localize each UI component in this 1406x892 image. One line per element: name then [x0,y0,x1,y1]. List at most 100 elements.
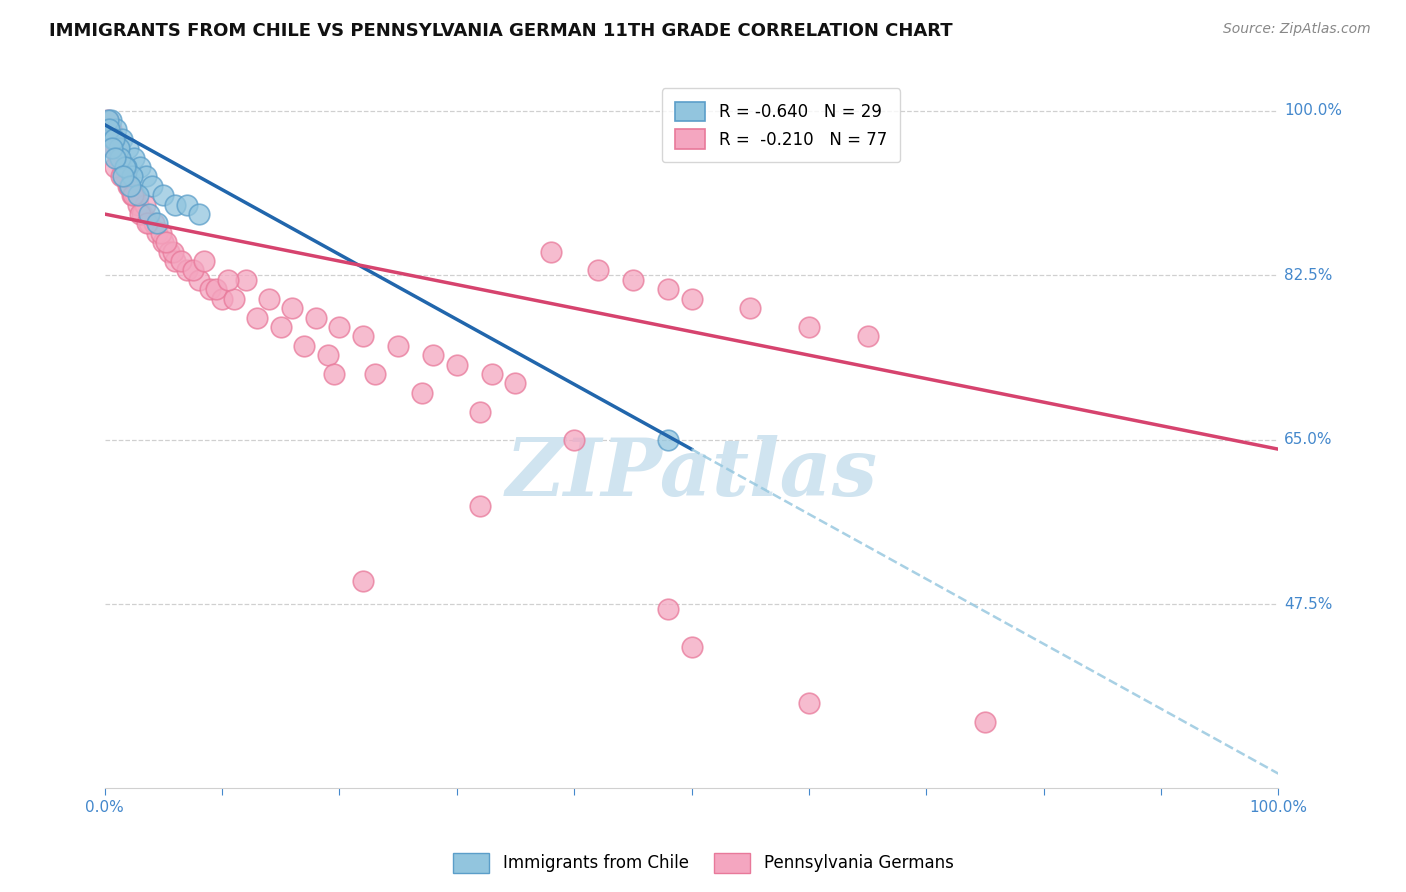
Point [257,292,280,306]
Point [155,235,177,250]
Point [101,141,124,155]
Text: 65.0%: 65.0% [1284,433,1333,447]
Point [540,244,562,259]
Point [305,310,328,325]
Point [470,499,492,513]
Point [281,301,304,315]
Point [797,696,820,710]
Point [157,244,180,259]
Point [107,151,129,165]
Point [411,385,433,400]
Point [121,188,143,202]
Point [107,141,129,155]
Point [98,122,121,136]
Point [181,263,204,277]
Point [97,113,120,128]
Legend: R = -0.640   N = 29, R =  -0.210   N = 77: R = -0.640 N = 29, R = -0.210 N = 77 [662,88,900,162]
Point [105,141,128,155]
Point [121,188,143,202]
Point [657,433,679,447]
Point [681,292,703,306]
Point [270,319,292,334]
Point [117,141,139,155]
Point [100,122,122,136]
Point [162,244,184,259]
Point [170,254,193,268]
Point [128,160,150,174]
Point [127,188,149,202]
Point [322,367,344,381]
Point [122,151,145,165]
Point [138,217,160,231]
Point [111,132,134,146]
Text: Source: ZipAtlas.com: Source: ZipAtlas.com [1223,22,1371,37]
Point [150,226,173,240]
Point [621,273,644,287]
Point [98,132,121,146]
Point [120,178,142,193]
Point [657,602,679,616]
Point [187,207,209,221]
Point [127,197,149,211]
Point [101,132,124,146]
Point [105,122,128,136]
Point [138,207,160,221]
Text: ZIPatlas: ZIPatlas [505,434,877,512]
Text: 82.5%: 82.5% [1284,268,1333,283]
Point [974,714,997,729]
Point [134,197,156,211]
Point [363,367,385,381]
Point [217,273,239,287]
Point [176,197,198,211]
Point [143,217,166,231]
Point [141,178,163,193]
Point [112,169,135,184]
Point [422,348,444,362]
Point [97,113,120,128]
Text: IMMIGRANTS FROM CHILE VS PENNSYLVANIA GERMAN 11TH GRADE CORRELATION CHART: IMMIGRANTS FROM CHILE VS PENNSYLVANIA GE… [49,22,953,40]
Point [470,404,492,418]
Point [505,376,527,391]
Point [100,141,122,155]
Point [193,254,215,268]
Point [200,282,222,296]
Point [316,348,339,362]
Text: 100.0%: 100.0% [1284,103,1343,118]
Point [114,169,136,184]
Point [292,339,315,353]
Point [110,169,132,184]
Point [114,160,136,174]
Point [114,160,136,174]
Point [135,169,157,184]
Point [586,263,609,277]
Point [187,273,209,287]
Point [136,217,159,231]
Legend: Immigrants from Chile, Pennsylvania Germans: Immigrants from Chile, Pennsylvania Germ… [446,847,960,880]
Point [165,197,187,211]
Point [111,160,134,174]
Point [146,217,169,231]
Point [222,292,245,306]
Point [146,226,169,240]
Point [446,358,468,372]
Point [856,329,879,343]
Point [246,310,269,325]
Point [797,319,820,334]
Point [121,169,143,184]
Point [152,188,174,202]
Point [562,433,585,447]
Point [152,235,174,250]
Point [103,132,125,146]
Point [481,367,503,381]
Point [124,188,146,202]
Point [387,339,409,353]
Point [100,113,122,128]
Point [328,319,350,334]
Point [112,169,135,184]
Point [352,574,374,588]
Point [681,640,703,654]
Point [104,160,127,174]
Point [657,282,679,296]
Point [108,151,131,165]
Point [131,207,153,221]
